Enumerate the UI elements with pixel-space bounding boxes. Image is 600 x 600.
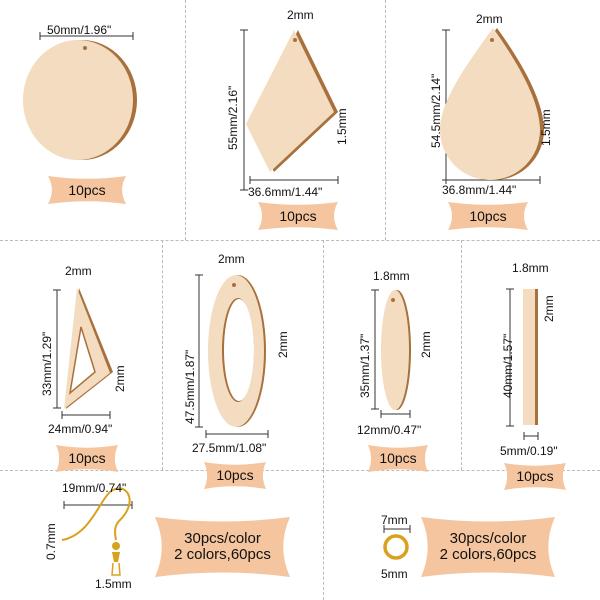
ring-oval-thickness-label: 2mm [276, 331, 290, 358]
teardrop-thickness-label: 1.5mm [539, 109, 553, 146]
divider [323, 240, 324, 470]
qty-text: 30pcs/color 2 colors,60pcs [440, 531, 537, 563]
qty-text: 10pcs [379, 450, 417, 467]
qty-line-2: 2 colors,60pcs [439, 546, 537, 563]
oval-qty-badge: 10pcs [48, 176, 126, 204]
divider [323, 470, 324, 600]
kite-hole-label: 2mm [287, 8, 314, 22]
ring-outer-label: 7mm [381, 513, 408, 527]
small-oval-hole-label: 1.8mm [373, 269, 410, 283]
qty-text: 10pcs [279, 207, 317, 224]
divider [162, 240, 163, 470]
triangle-qty-badge: 10pcs [56, 445, 118, 472]
qty-text: 10pcs [68, 450, 106, 467]
hook-qty-badge: 30pcs/color 2 colors,60pcs [155, 517, 290, 577]
ring-oval-height-label: 47.5mm/1.87" [183, 349, 197, 424]
divider [0, 470, 600, 471]
small-oval-qty-badge: 10pcs [368, 445, 428, 472]
small-oval-width-label: 12mm/0.47" [357, 423, 422, 437]
kite-height-label: 55mm/2.16" [226, 85, 240, 150]
qty-line-1: 30pcs/color [449, 530, 527, 548]
qty-line-1: 30pcs/color [184, 530, 261, 548]
qty-text: 10pcs [516, 468, 554, 485]
hook-width-label: 19mm/0.74" [62, 481, 127, 495]
divider [461, 240, 462, 470]
ring-oval-hole-label: 2mm [218, 252, 245, 266]
teardrop-height-label: 54.5mm/2.14" [429, 73, 443, 148]
small-oval-height-label: 35mm/1.37" [358, 333, 372, 398]
bar-width-label: 5mm/0.19" [500, 444, 558, 458]
qty-text: 10pcs [216, 467, 254, 484]
triangle-height-label: 33mm/1.29" [40, 331, 54, 396]
triangle-hole-label: 2mm [65, 264, 92, 278]
small-oval-thickness-label: 2mm [419, 331, 433, 358]
qty-text: 30pcs/color 2 colors,60pcs [174, 531, 271, 563]
hook-loop-label: 1.5mm [95, 577, 132, 591]
kite-thickness-label: 1.5mm [335, 108, 349, 145]
divider [185, 0, 186, 240]
divider [0, 240, 600, 241]
teardrop-width-label: 36.8mm/1.44" [442, 183, 517, 197]
ring-oval-qty-badge: 10pcs [204, 462, 266, 489]
divider [385, 0, 386, 240]
triangle-thickness-label: 2mm [113, 365, 127, 392]
bar-hole-label: 1.8mm [512, 261, 549, 275]
hook-wire-label: 0.7mm [44, 523, 58, 560]
teardrop-hole-label: 2mm [476, 12, 503, 26]
kite-qty-badge: 10pcs [258, 202, 338, 230]
kite-width-label: 36.6mm/1.44" [248, 185, 323, 199]
bar-height-label: 40mm/1.57" [501, 333, 515, 398]
oval-width-label: 50mm/1.96" [47, 23, 112, 37]
teardrop-qty-badge: 10pcs [448, 202, 528, 230]
ring-qty-badge: 30pcs/color 2 colors,60pcs [421, 517, 555, 577]
bar-thickness-label: 2mm [542, 295, 556, 322]
ring-inner-label: 5mm [381, 567, 408, 581]
bar-qty-badge: 10pcs [504, 463, 566, 490]
triangle-width-label: 24mm/0.94" [48, 422, 113, 436]
qty-text: 10pcs [469, 207, 507, 224]
qty-line-2: 2 colors,60pcs [174, 546, 271, 563]
ring-oval-width-label: 27.5mm/1.08" [192, 441, 267, 455]
qty-text: 10pcs [68, 181, 106, 198]
